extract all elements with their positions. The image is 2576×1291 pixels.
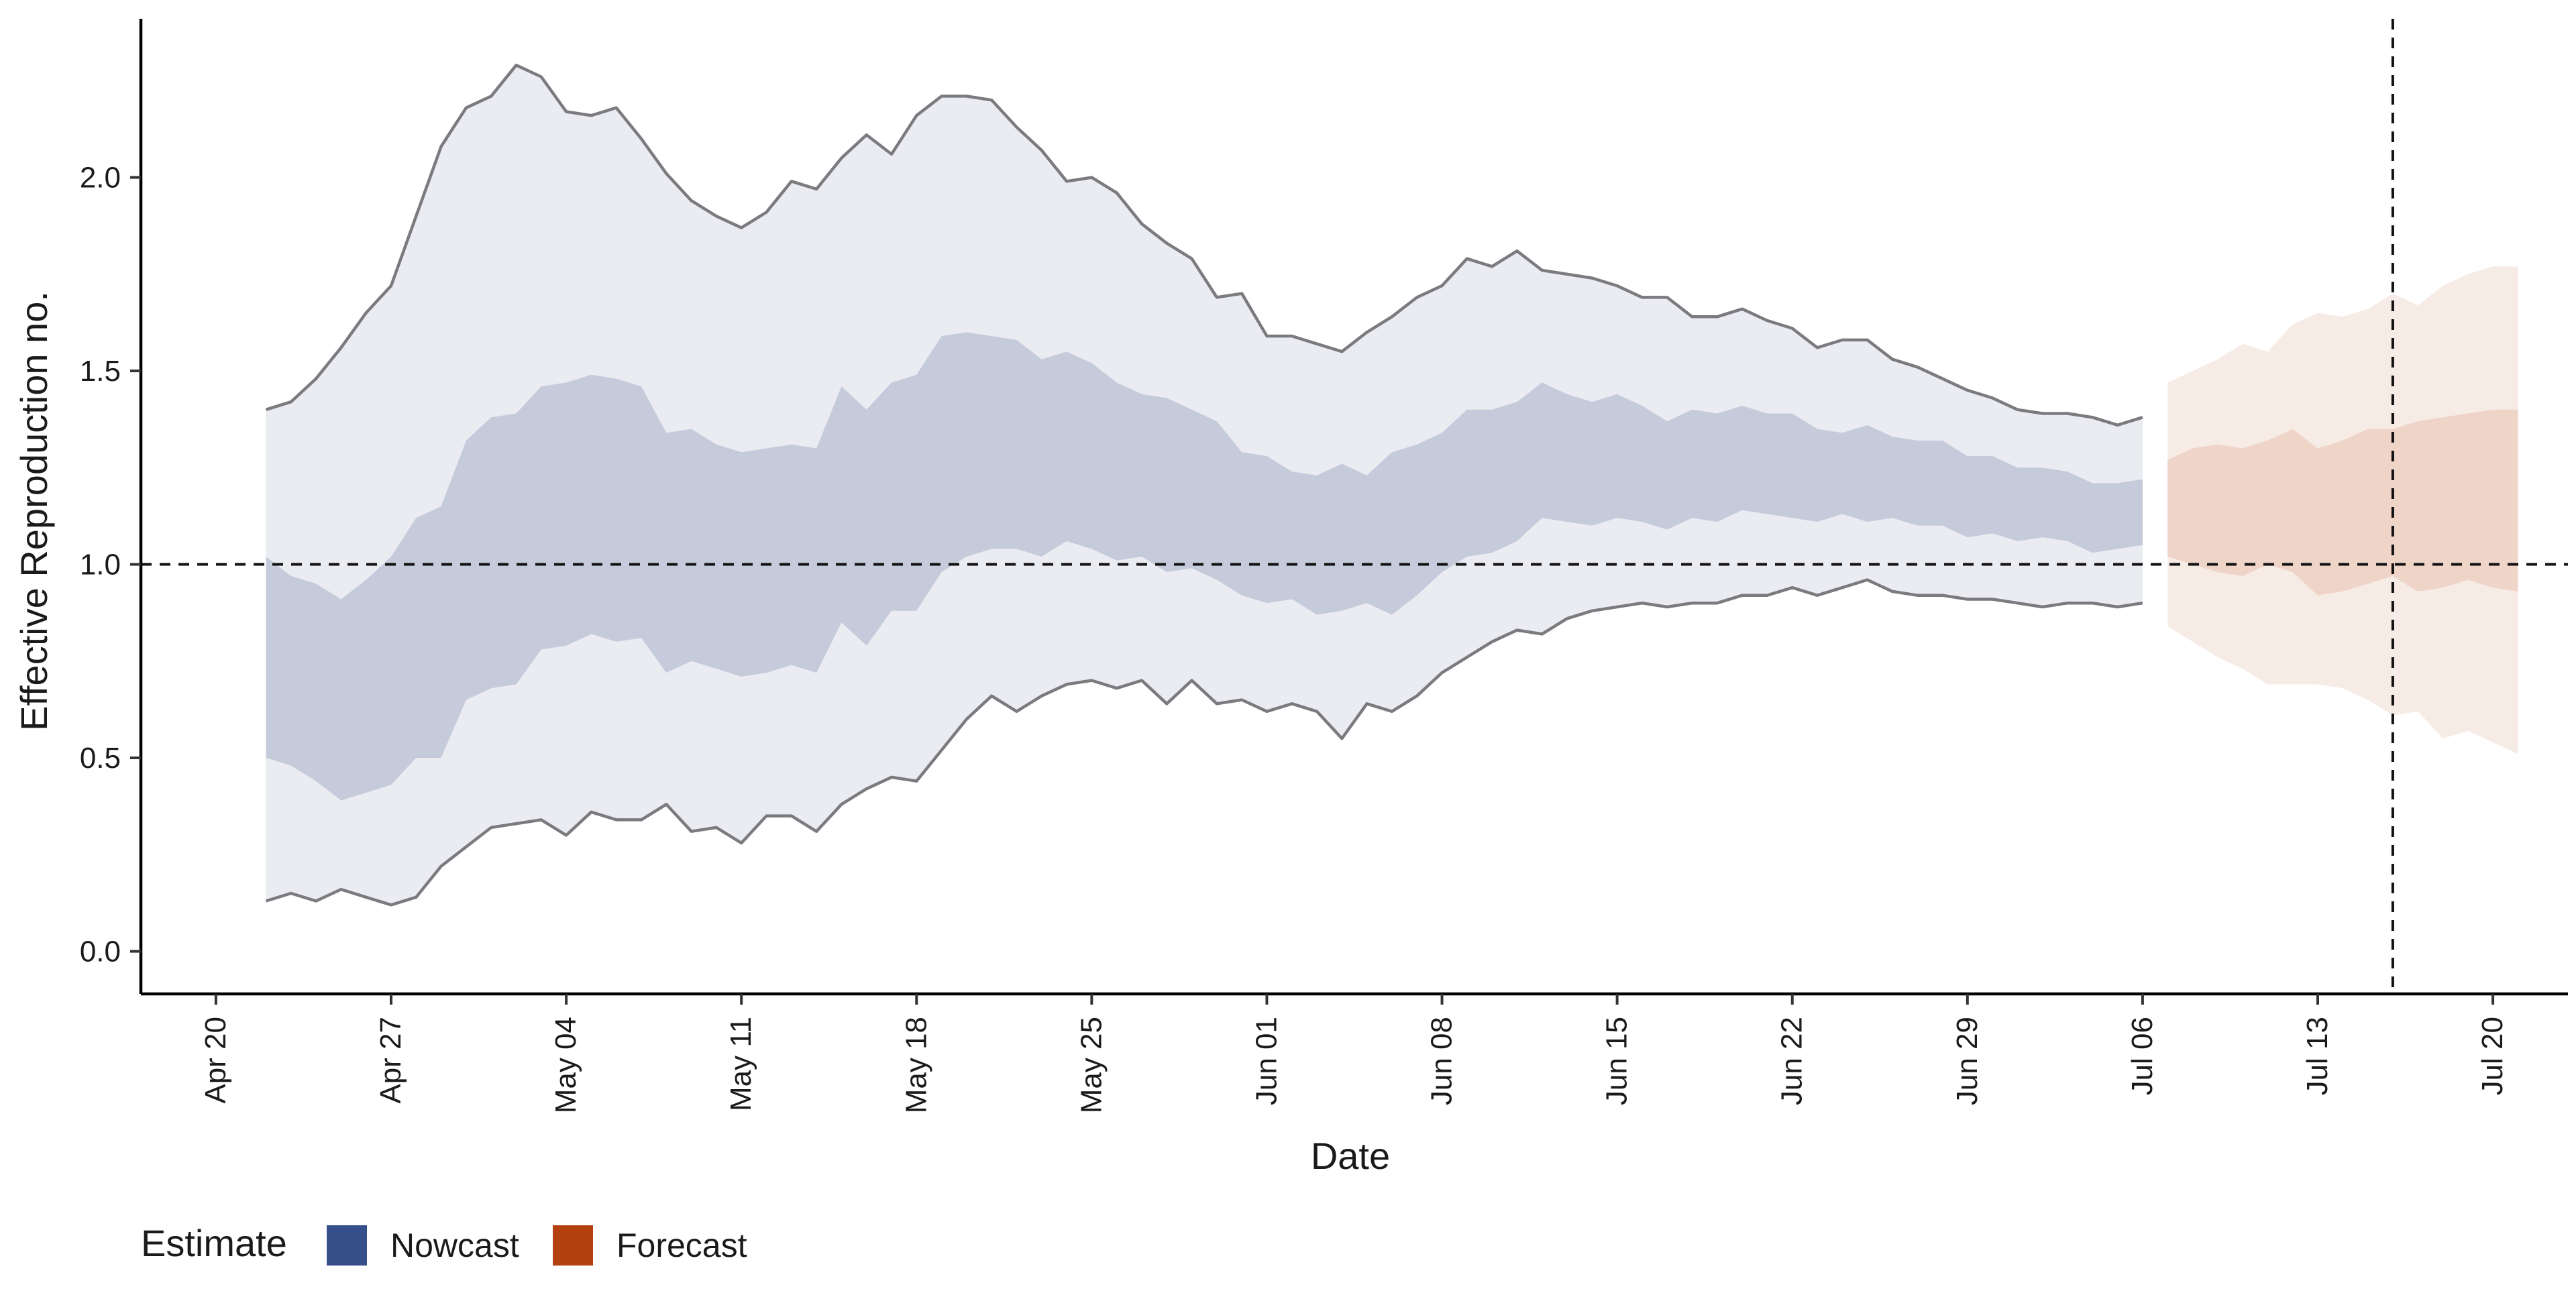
x-tick-label: Jul 13 (2301, 1017, 2334, 1095)
axes: 0.0 0.5 1.0 1.5 2.0 Apr 20 Apr 27 May 04 May 11 M… (80, 19, 2568, 1113)
x-tick-label: Jun 22 (1776, 1017, 1809, 1105)
plot-area (141, 19, 2568, 994)
forecast-50-interval-band (2167, 409, 2518, 596)
y-tick-label: 1.0 (80, 549, 121, 581)
y-tick-label: 1.5 (80, 355, 121, 388)
x-tick-label: Jun 08 (1426, 1017, 1458, 1105)
nowcast-upper-90-line (265, 63, 2143, 427)
x-tick-label: Jul 20 (2476, 1017, 2509, 1095)
x-tick-label: May 04 (549, 1017, 582, 1113)
legend-swatch-forecast (553, 1225, 593, 1266)
x-tick-label: May 18 (900, 1017, 932, 1113)
legend-title: Estimate (141, 1222, 287, 1264)
y-tick-label: 2.0 (80, 162, 121, 194)
x-tick-label: May 25 (1075, 1017, 1108, 1113)
x-tick-label: May 11 (724, 1017, 757, 1111)
x-tick-label: Jun 01 (1250, 1017, 1283, 1105)
nowcast-50-interval-band (266, 332, 2143, 801)
x-tick-label: Jun 15 (1601, 1017, 1633, 1105)
y-tick-label: 0.0 (80, 936, 121, 968)
y-axis-title: Effective Reproduction no. (13, 291, 55, 731)
x-tick-label: Jun 29 (1951, 1017, 1984, 1105)
x-tick-label: Apr 27 (374, 1017, 407, 1104)
x-tick-label: Apr 20 (199, 1017, 232, 1104)
y-tick-label: 0.5 (80, 742, 121, 775)
legend-label-forecast: Forecast (616, 1227, 747, 1264)
legend: Estimate Nowcast Forecast (141, 1222, 747, 1266)
x-axis-title: Date (1311, 1135, 1390, 1177)
nowcast-lower-90-line (265, 578, 2143, 907)
x-tick-label: Jul 06 (2126, 1017, 2159, 1095)
legend-label-nowcast: Nowcast (390, 1227, 519, 1264)
legend-swatch-nowcast (327, 1225, 367, 1266)
